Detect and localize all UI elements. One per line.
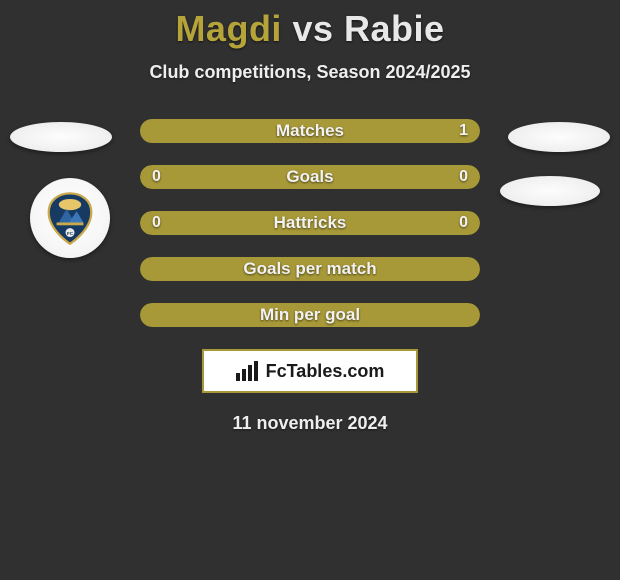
- subtitle: Club competitions, Season 2024/2025: [0, 62, 620, 83]
- player-1-avatar: [10, 122, 112, 152]
- stat-row: Matches 1: [140, 119, 480, 143]
- stat-label: Hattricks: [274, 213, 347, 233]
- player-1-club-badge: FC: [30, 178, 110, 258]
- stat-label: Goals: [286, 167, 333, 187]
- brand-name: FcTables.com: [266, 361, 385, 382]
- stat-value-left: 0: [152, 214, 161, 232]
- stat-row: Goals 0 0: [140, 165, 480, 189]
- date: 11 november 2024: [0, 413, 620, 434]
- stat-bar-right: [310, 165, 480, 189]
- stat-label: Matches: [276, 121, 344, 141]
- brand-bars-icon: [236, 361, 260, 381]
- stat-bar-left: [140, 165, 310, 189]
- stat-value-right: 1: [459, 122, 468, 140]
- player-2-avatar: [508, 122, 610, 152]
- title-player-2: Rabie: [344, 8, 445, 49]
- title-player-1: Magdi: [175, 8, 282, 49]
- stat-row: Min per goal: [140, 303, 480, 327]
- stats-list: Matches 1 Goals 0 0 Hattricks 0 0 Goals per matc…: [140, 119, 480, 327]
- stat-row: Hattricks 0 0: [140, 211, 480, 235]
- stat-value-right: 0: [459, 214, 468, 232]
- title-vs: vs: [292, 8, 333, 49]
- stat-label: Min per goal: [260, 305, 360, 325]
- brand-box: FcTables.com: [202, 349, 418, 393]
- stat-value-left: 0: [152, 168, 161, 186]
- stat-row: Goals per match: [140, 257, 480, 281]
- comparison-infographic: Magdi vs Rabie Club competitions, Season…: [0, 0, 620, 580]
- page-title: Magdi vs Rabie: [0, 0, 620, 50]
- svg-text:FC: FC: [67, 231, 74, 236]
- stat-value-right: 0: [459, 168, 468, 186]
- pyramids-fc-logo-icon: FC: [42, 190, 98, 246]
- stat-label: Goals per match: [243, 259, 376, 279]
- player-2-club-badge: [500, 176, 600, 206]
